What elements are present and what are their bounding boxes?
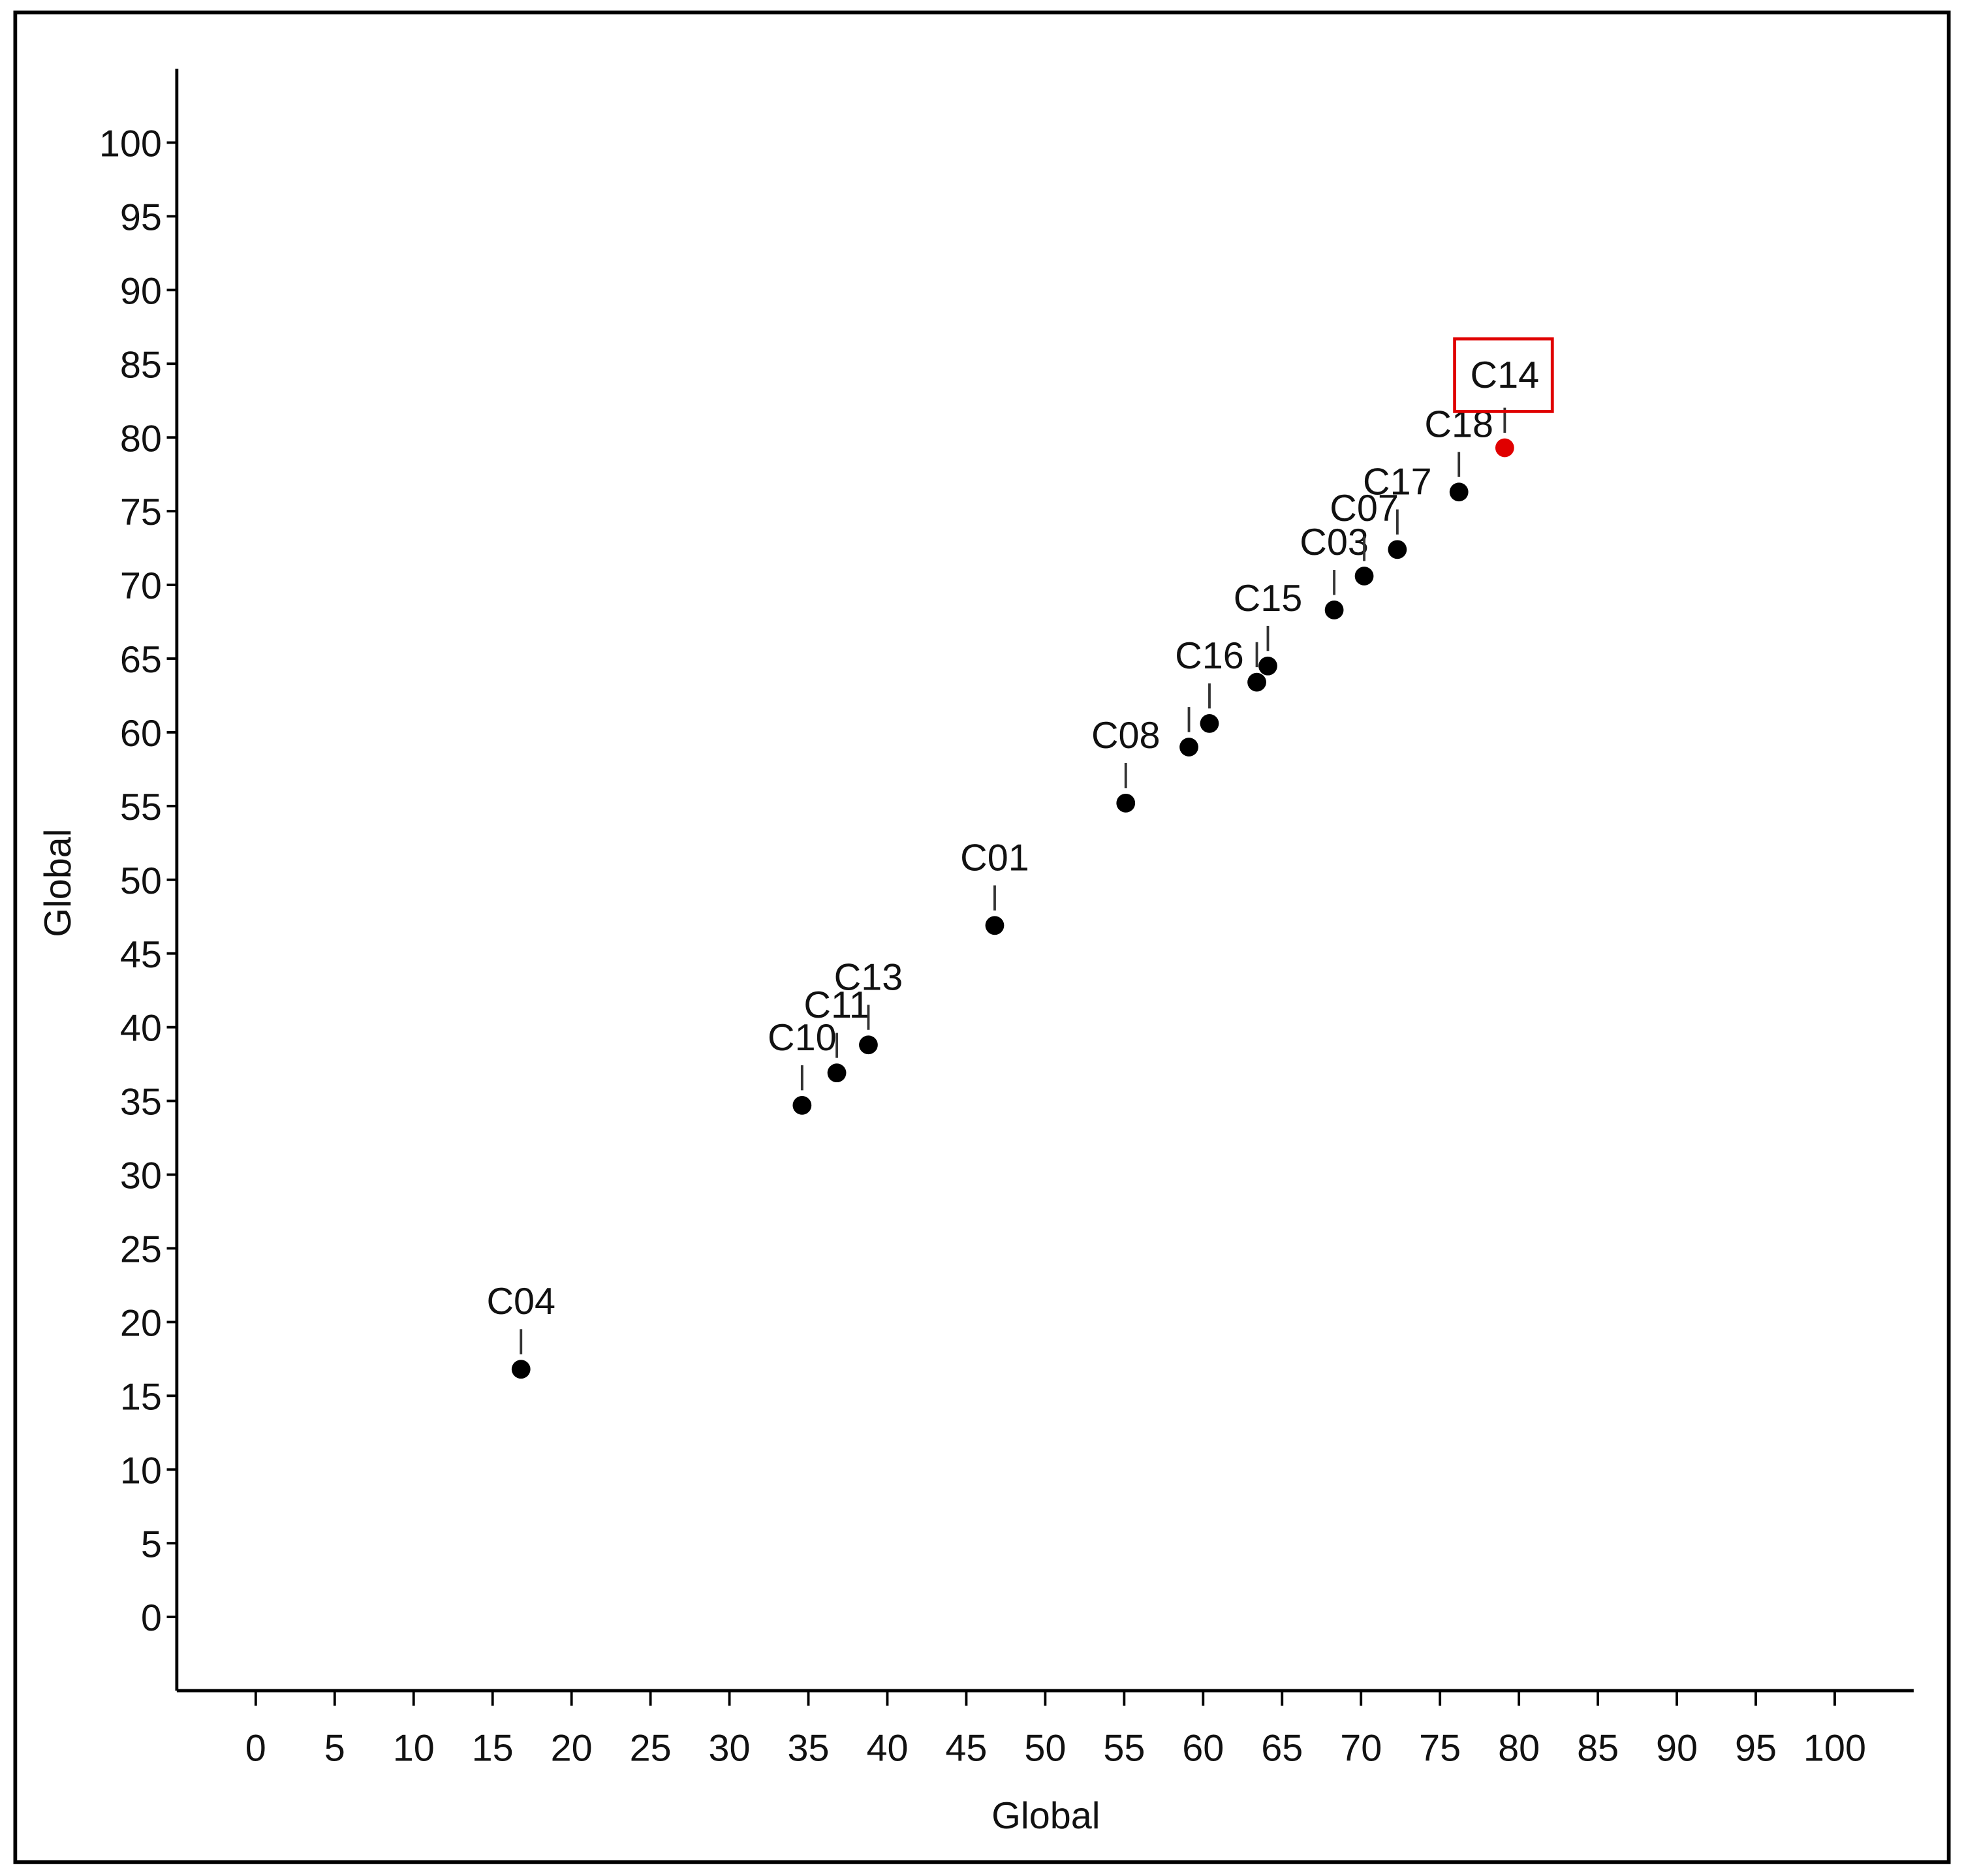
point-label: C14 bbox=[1471, 354, 1540, 396]
x-tick-label: 30 bbox=[709, 1727, 751, 1769]
x-tick-label: 25 bbox=[630, 1727, 672, 1769]
point-label: C15 bbox=[1234, 578, 1303, 619]
point bbox=[1495, 438, 1514, 458]
point-label: C10 bbox=[768, 1017, 837, 1059]
y-tick-label: 35 bbox=[120, 1082, 162, 1123]
y-axis-title: Global bbox=[37, 828, 79, 937]
y-tick-label: 75 bbox=[120, 492, 162, 533]
y-tick-label: 60 bbox=[120, 713, 162, 755]
point-label: C01 bbox=[960, 837, 1029, 879]
point bbox=[1200, 713, 1219, 733]
y-tick-label: 65 bbox=[120, 639, 162, 681]
point bbox=[1179, 738, 1198, 757]
x-tick-label: 15 bbox=[472, 1727, 514, 1769]
point bbox=[1116, 793, 1136, 813]
x-tick-label: 90 bbox=[1656, 1727, 1698, 1769]
y-tick-label: 50 bbox=[120, 860, 162, 902]
point-label: C07 bbox=[1330, 488, 1399, 529]
y-tick-label: 25 bbox=[120, 1229, 162, 1271]
point bbox=[1449, 482, 1469, 502]
x-tick-label: 10 bbox=[393, 1727, 435, 1769]
x-tick-label: 60 bbox=[1182, 1727, 1224, 1769]
point-label: C18 bbox=[1424, 403, 1493, 445]
x-tick-label: 100 bbox=[1803, 1727, 1866, 1769]
x-tick-label: 40 bbox=[866, 1727, 908, 1769]
y-tick-label: 45 bbox=[120, 934, 162, 976]
point bbox=[1247, 672, 1266, 692]
y-tick-label: 95 bbox=[120, 196, 162, 238]
label-box bbox=[1453, 337, 1554, 413]
x-tick-label: 70 bbox=[1340, 1727, 1382, 1769]
y-tick-label: 10 bbox=[120, 1450, 162, 1492]
point-label: C03 bbox=[1300, 522, 1369, 563]
point bbox=[792, 1095, 812, 1115]
point bbox=[985, 916, 1005, 935]
y-tick-label: 40 bbox=[120, 1008, 162, 1050]
y-tick-label: 0 bbox=[141, 1597, 162, 1639]
y-tick-label: 15 bbox=[120, 1376, 162, 1418]
x-tick-label: 75 bbox=[1419, 1727, 1461, 1769]
x-tick-label: 0 bbox=[245, 1727, 266, 1769]
point bbox=[1388, 540, 1407, 559]
x-tick-label: 45 bbox=[945, 1727, 987, 1769]
point-label: C11 bbox=[803, 984, 869, 1026]
point bbox=[1258, 656, 1277, 676]
point-label: C16 bbox=[1175, 635, 1244, 677]
point bbox=[1324, 601, 1344, 619]
y-tick-label: 70 bbox=[120, 565, 162, 607]
y-tick-label: 5 bbox=[141, 1524, 162, 1565]
y-tick-label: 80 bbox=[120, 418, 162, 460]
x-tick-label: 50 bbox=[1024, 1727, 1066, 1769]
y-tick-label: 100 bbox=[99, 123, 162, 165]
point bbox=[859, 1035, 878, 1055]
x-tick-label: 80 bbox=[1498, 1727, 1540, 1769]
point-label: C17 bbox=[1363, 461, 1432, 503]
point bbox=[511, 1360, 531, 1379]
x-axis-title: Global bbox=[991, 1795, 1100, 1837]
point-label: C04 bbox=[486, 1281, 555, 1322]
x-tick-label: 95 bbox=[1735, 1727, 1777, 1769]
point bbox=[827, 1063, 847, 1083]
point-label: C13 bbox=[834, 956, 903, 998]
x-tick-label: 55 bbox=[1103, 1727, 1145, 1769]
y-tick-label: 55 bbox=[120, 787, 162, 828]
y-tick-label: 85 bbox=[120, 344, 162, 386]
y-tick-label: 90 bbox=[120, 270, 162, 312]
y-tick-label: 30 bbox=[120, 1155, 162, 1197]
y-tick-label: 20 bbox=[120, 1302, 162, 1344]
x-tick-label: 85 bbox=[1577, 1727, 1619, 1769]
x-tick-label: 20 bbox=[551, 1727, 593, 1769]
frame bbox=[13, 10, 1951, 1864]
point bbox=[1354, 567, 1374, 586]
x-tick-label: 35 bbox=[788, 1727, 830, 1769]
x-tick-label: 65 bbox=[1261, 1727, 1303, 1769]
point-label: C08 bbox=[1091, 715, 1161, 757]
x-tick-label: 5 bbox=[324, 1727, 345, 1769]
